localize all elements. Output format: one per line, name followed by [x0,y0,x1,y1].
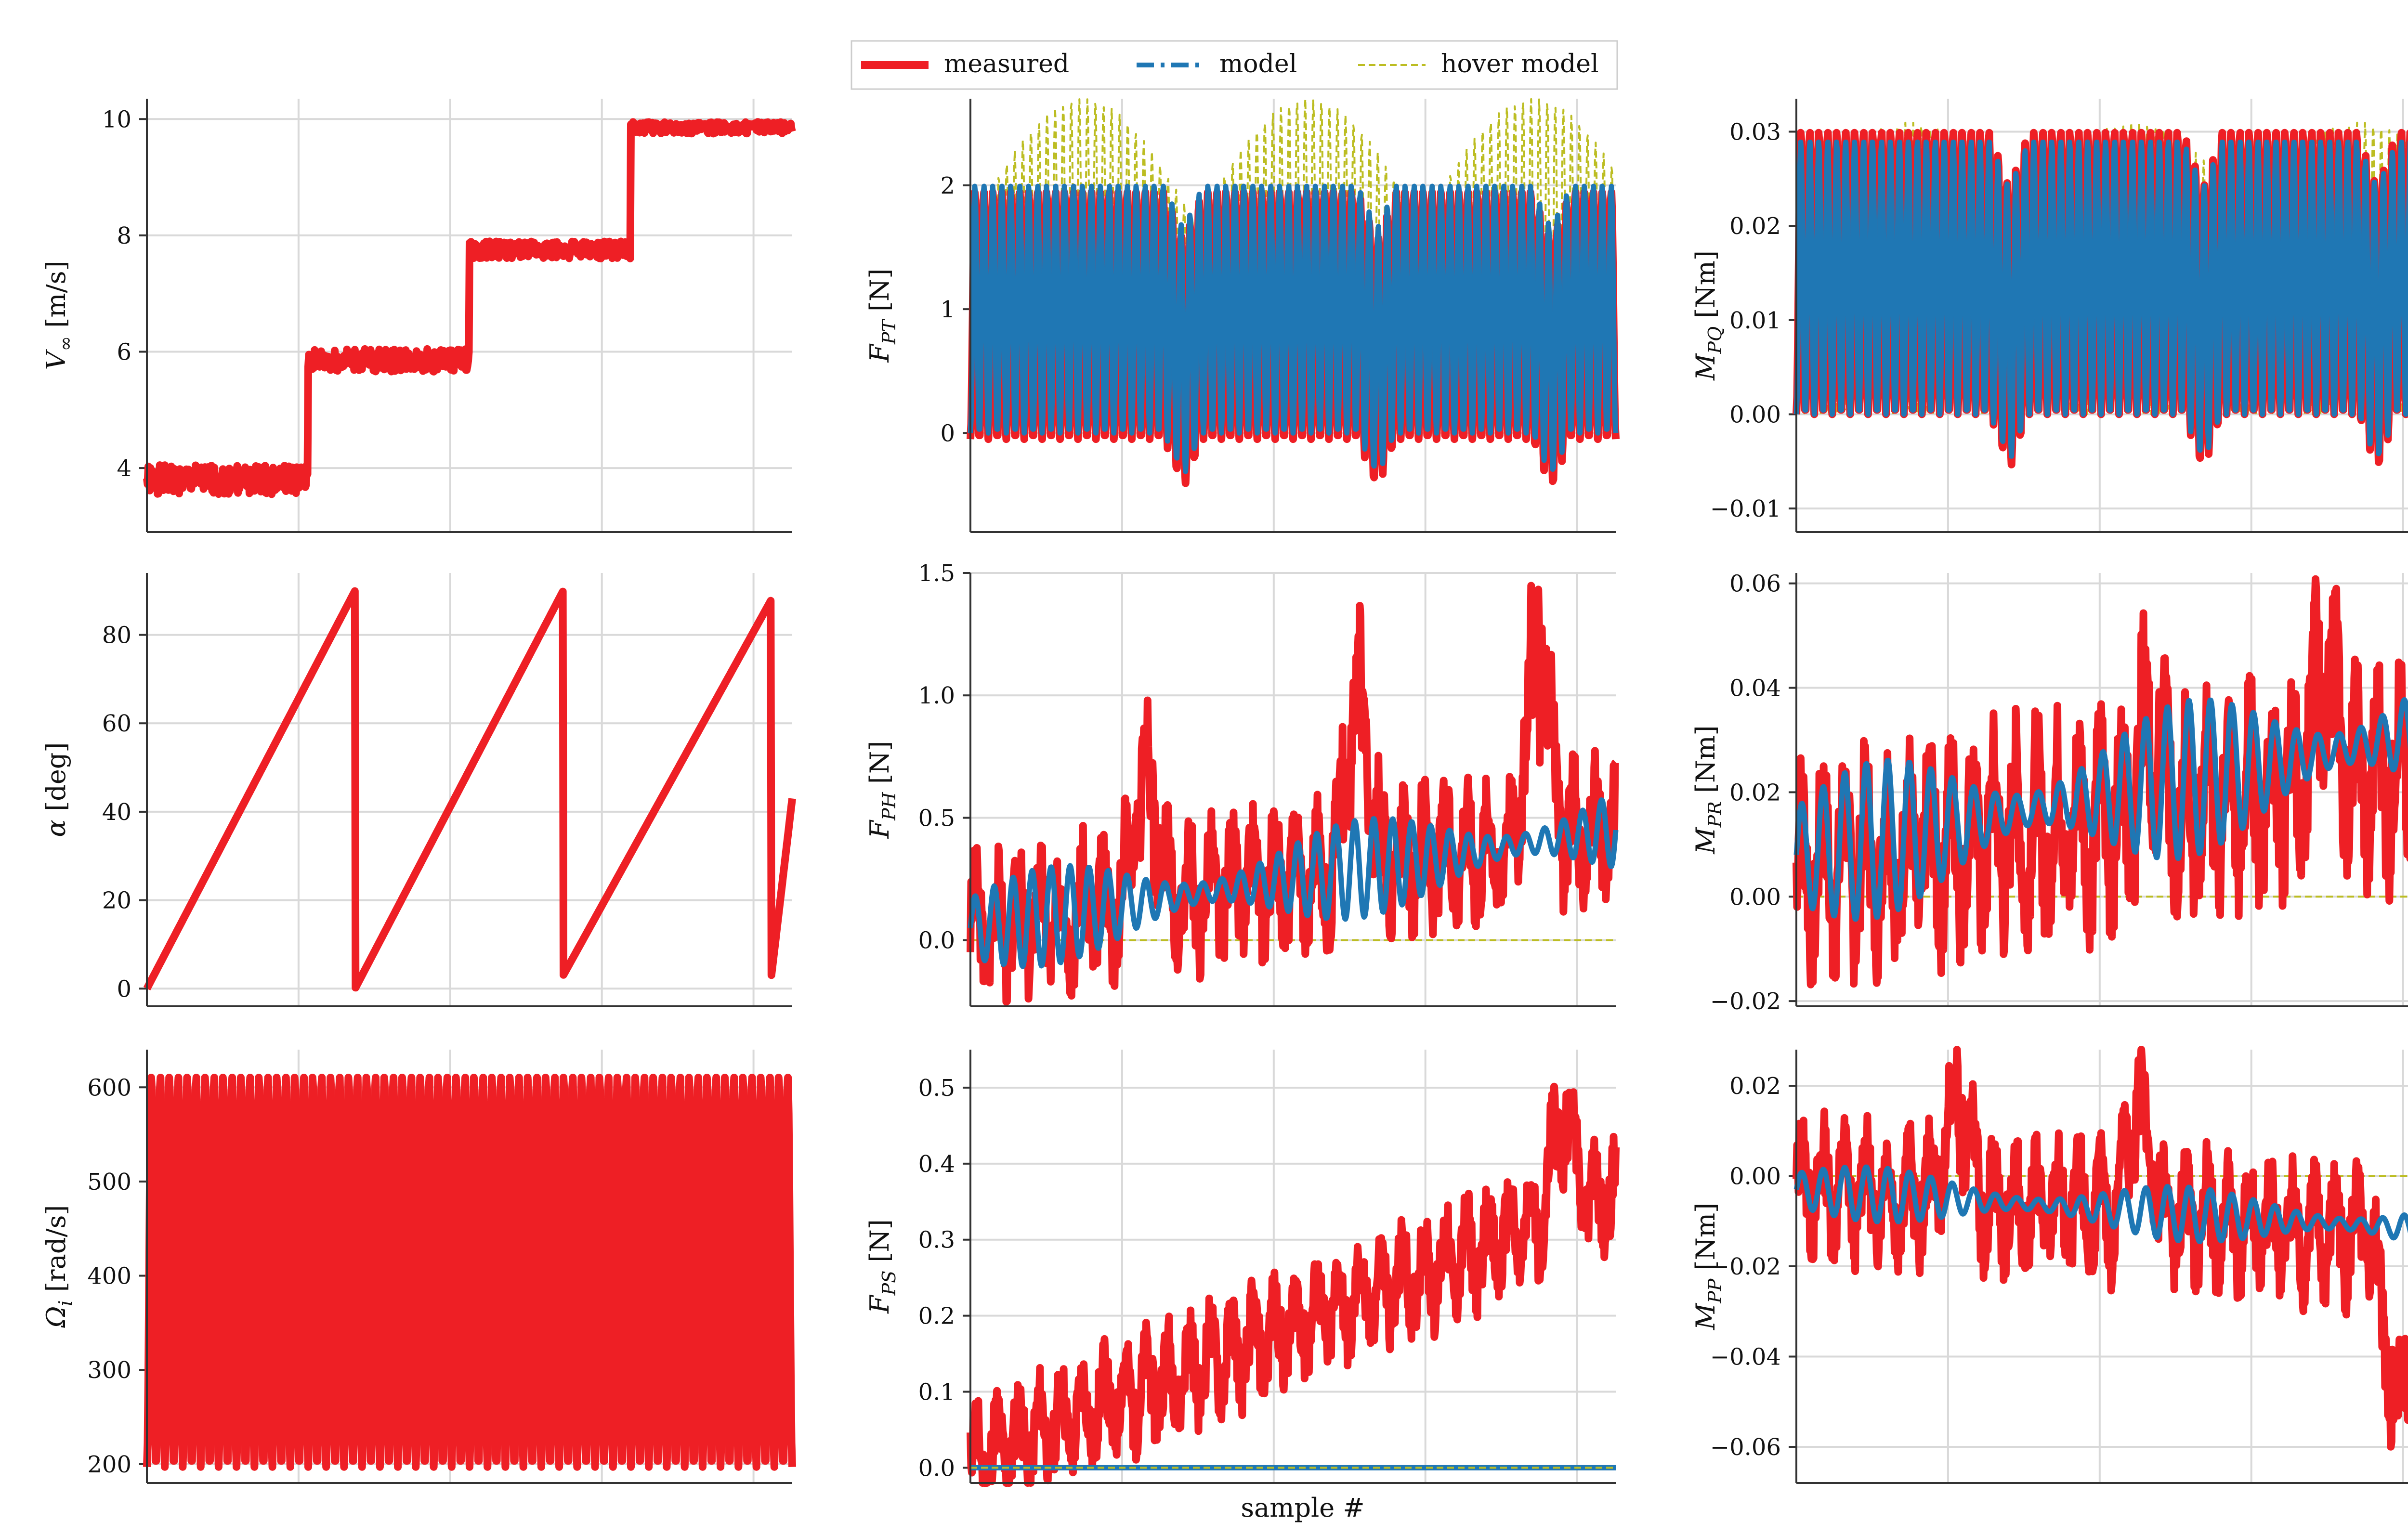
series-measured [1793,575,2408,988]
y-tick-label: 200 [87,1451,131,1478]
subplot-m_pr: −0.02 0.00 0.02 0.04 0.06 MPR [Nm] [1690,571,2408,1015]
subplot-f_ps: 0.0 0.1 0.2 0.3 0.4 0.5 FPS [N] [864,1050,1620,1487]
y-tick-label: 20 [102,887,131,914]
x-axis-label: sample # [1241,1493,1364,1523]
legend-label-model: model [1219,50,1297,78]
subplot-v_inf: 4 6 8 10 V∞ [m/s] [41,99,796,533]
y-tick-label: 0.3 [918,1227,955,1254]
y-tick-label: −0.02 [1710,1253,1781,1280]
series-measured [143,587,796,992]
y-tick-label: 10 [102,106,131,133]
y-tick-label: 0.00 [1729,1163,1781,1190]
y-tick-label: 0.00 [1729,884,1781,910]
y-tick-label: 0 [117,975,131,1002]
y-tick-label: 2 [940,172,955,199]
y-tick-label: 400 [87,1263,131,1290]
y-axis-label: MPP [Nm] [1690,1203,1726,1330]
y-tick-label: −0.02 [1710,988,1781,1015]
legend-label-measured: measured [944,50,1069,78]
y-tick-label: 0.01 [1729,307,1781,334]
y-tick-label: −0.04 [1710,1344,1781,1371]
y-tick-label: 0.4 [918,1151,955,1178]
y-tick-label: 500 [87,1169,131,1196]
y-tick-label: 0.0 [918,927,955,954]
y-tick-label: 0.02 [1729,213,1781,240]
y-tick-label: 1.5 [918,560,955,587]
y-tick-label: 0.1 [918,1379,955,1406]
subplot-m_pp: −0.06 −0.04 −0.02 0.00 0.02 MPP [Nm] [1690,1046,2408,1484]
y-tick-label: 80 [102,622,131,649]
y-tick-label: 0.03 [1729,118,1781,145]
y-axis-label: V∞ [m/s] [41,260,76,370]
y-tick-label: 0.0 [918,1455,955,1482]
series-measured [143,1074,796,1471]
subplot-m_pq: −0.01 0.00 0.01 0.02 0.03 MPQ [Nm] [1690,99,2408,533]
series-model [968,797,1619,969]
legend-label-hover-model: hover model [1441,50,1599,78]
y-tick-label: 0.06 [1729,571,1781,598]
subplot-f_pt: 0 1 2 FPT [N] [864,98,1620,533]
legend-frame [851,40,1618,90]
y-tick-label: 0.02 [1729,779,1781,806]
series-measured [967,1082,1620,1487]
subplot-alpha: 0 20 40 60 80 α [deg] [41,573,796,1007]
y-tick-label: 6 [117,339,131,366]
series-measured [967,188,1620,487]
series-model [1793,139,2408,459]
y-axis-label: FPH [N] [864,741,900,839]
y-axis-label: MPQ [Nm] [1690,250,1726,381]
y-tick-label: 0.00 [1729,401,1781,428]
y-axis-label: MPR [Nm] [1690,725,1726,854]
y-axis-label: α [deg] [41,742,71,837]
y-tick-label: 0.5 [918,805,955,832]
y-tick-label: 8 [117,222,131,249]
series-model [1793,697,2408,922]
y-axis-label: FPS [N] [864,1219,900,1314]
y-tick-label: 4 [117,455,131,482]
y-tick-label: 300 [87,1357,131,1384]
series-model [968,183,1619,474]
y-tick-label: 40 [102,799,131,826]
subplot-omega: 200 300 400 500 600 Ωi [rad/s] [41,1050,796,1484]
series-measured [143,118,796,498]
y-tick-label: 0.2 [918,1303,955,1330]
legend: measured model hover model [851,40,1618,90]
y-tick-label: 1.0 [918,682,955,709]
y-tick-label: 0.5 [918,1075,955,1102]
y-tick-label: 0.04 [1729,675,1781,702]
series-measured [967,582,1619,1006]
series-measured [1793,1046,2408,1451]
series-model [1793,1164,2408,1244]
y-tick-label: 0.02 [1729,1073,1781,1100]
y-tick-label: −0.06 [1710,1434,1781,1461]
y-tick-label: 0 [940,420,955,447]
subplot-f_ph: 0.0 0.5 1.0 1.5 FPH [N] [864,560,1619,1007]
y-tick-label: 600 [87,1074,131,1101]
y-tick-label: 1 [940,296,955,323]
y-axis-label: FPT [N] [864,269,900,363]
y-tick-label: −0.01 [1710,495,1781,522]
y-axis-label: Ωi [rad/s] [41,1205,76,1328]
y-tick-label: 60 [102,710,131,737]
